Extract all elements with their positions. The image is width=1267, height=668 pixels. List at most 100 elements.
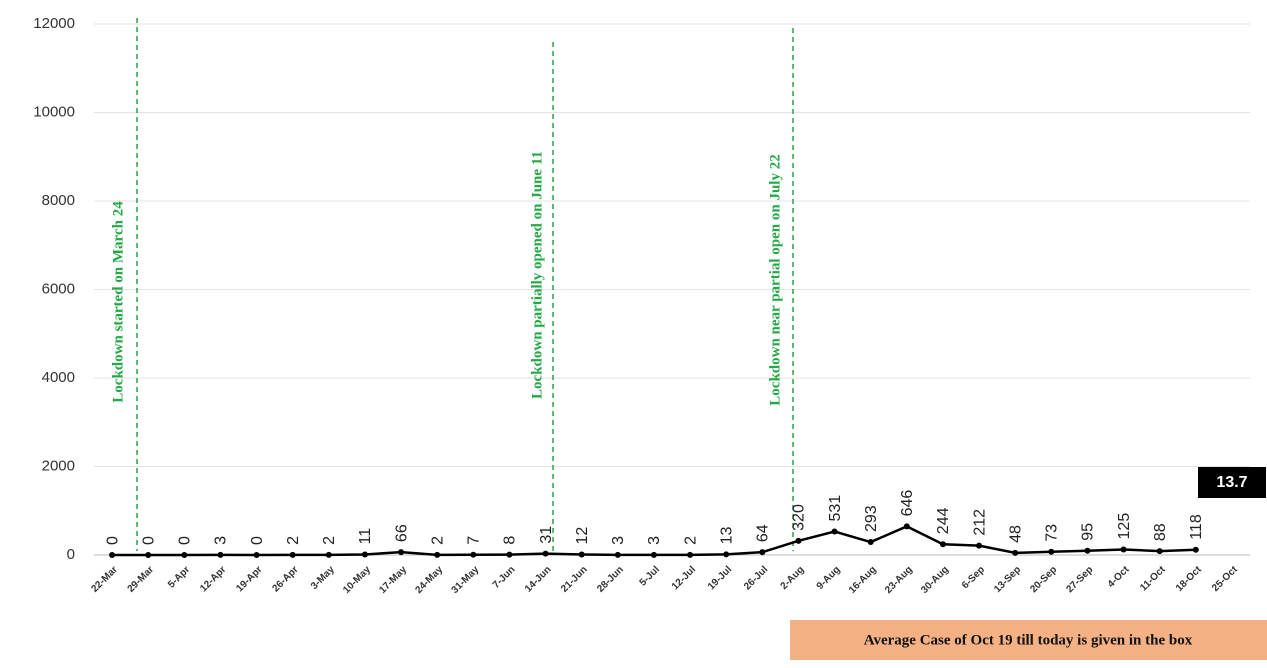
point [289, 551, 296, 558]
data-label: 0 [140, 536, 157, 545]
point [542, 550, 549, 557]
x-tick-label: 13-Sep [992, 564, 1023, 595]
x-tick-label: 7-Jun [491, 564, 518, 591]
point [650, 551, 657, 558]
data-label: 48 [1007, 525, 1024, 543]
average-value: 13.7 [1216, 474, 1247, 491]
data-label: 0 [177, 536, 194, 545]
x-tick-label: 19-Jul [706, 564, 734, 592]
data-label: 2 [321, 536, 338, 545]
annotation-text: Lockdown started on March 24 [110, 201, 126, 403]
point [687, 551, 694, 558]
x-tick-label: 2-Aug [779, 564, 807, 592]
x-tick-label: 22-Mar [89, 564, 120, 595]
data-label: 31 [538, 526, 555, 544]
point [398, 549, 405, 556]
data-label: 2 [682, 536, 699, 545]
point [253, 552, 260, 558]
data-label: 73 [1044, 524, 1061, 542]
x-tick-label: 5-Jul [638, 564, 662, 588]
x-tick-label: 26-Apr [270, 564, 300, 594]
average-box [1198, 467, 1266, 498]
y-tick-label: 8000 [42, 192, 75, 209]
x-tick-label: 21-Jun [559, 564, 590, 595]
y-tick-label: 0 [67, 546, 75, 563]
point [867, 539, 874, 546]
annotation-text: Lockdown partially opened on June 11 [529, 151, 545, 399]
y-tick-label: 4000 [42, 369, 75, 386]
x-tick-label: 31-May [450, 564, 482, 596]
x-tick-label: 26-Jul [742, 564, 770, 592]
point [759, 549, 766, 556]
data-label: 12 [574, 527, 591, 545]
x-tick-label: 18-Oct [1174, 564, 1204, 594]
x-tick-label: 28-Jun [595, 564, 626, 595]
data-label: 2 [285, 536, 302, 545]
data-label: 13 [718, 527, 735, 545]
x-tick-label: 24-May [413, 564, 445, 596]
y-tick-label: 2000 [42, 457, 75, 474]
data-label: 293 [863, 505, 880, 532]
x-tick-label: 19-Apr [234, 564, 264, 594]
x-tick-label: 4-Oct [1106, 564, 1132, 590]
data-label: 125 [1116, 513, 1133, 540]
x-tick-label: 3-May [309, 564, 337, 592]
data-label: 66 [393, 524, 410, 542]
data-label: 7 [466, 536, 483, 545]
point [434, 551, 441, 558]
x-tick-label: 9-Aug [815, 564, 843, 592]
point [217, 551, 224, 558]
x-tick-label: 30-Aug [919, 564, 951, 596]
data-label: 88 [1152, 523, 1169, 541]
y-tick-label: 12000 [33, 15, 75, 32]
data-label: 320 [791, 504, 808, 531]
data-label: 244 [935, 507, 952, 534]
x-tick-label: 12-Jul [670, 564, 698, 592]
point [723, 551, 730, 558]
point [145, 552, 152, 558]
x-tick-label: 12-Apr [198, 564, 228, 594]
point [361, 551, 368, 558]
data-label: 0 [104, 536, 121, 545]
data-label: 3 [213, 536, 230, 545]
point [903, 523, 910, 530]
x-tick-label: 6-Sep [960, 564, 987, 591]
point [470, 551, 477, 558]
data-label: 118 [1188, 514, 1205, 540]
x-tick-label: 25-Oct [1210, 564, 1240, 594]
x-tick-label: 5-Apr [166, 564, 192, 590]
point [325, 551, 332, 558]
x-tick-label: 11-Oct [1138, 564, 1168, 594]
x-tick-label: 16-Aug [847, 564, 879, 596]
point [1192, 546, 1199, 553]
data-label: 64 [755, 524, 772, 542]
point [939, 541, 946, 548]
data-label: 531 [827, 495, 844, 522]
data-label: 3 [646, 536, 663, 545]
data-label: 0 [249, 536, 266, 545]
x-tick-label: 14-Jun [523, 564, 554, 595]
y-tick-label: 10000 [33, 103, 75, 120]
x-tick-label: 23-Aug [883, 564, 915, 596]
data-label: 8 [502, 536, 519, 545]
annotation-text: Lockdown near partial open on July 22 [767, 154, 783, 405]
point [578, 551, 585, 558]
point [1156, 548, 1163, 555]
point [1048, 548, 1055, 555]
data-label: 3 [610, 536, 627, 545]
data-label: 212 [971, 509, 988, 536]
point [181, 552, 188, 558]
x-tick-label: 27-Sep [1064, 564, 1095, 595]
point [1084, 547, 1091, 554]
x-tick-label: 29-Mar [126, 564, 157, 595]
x-tick-label: 20-Sep [1028, 564, 1059, 595]
x-tick-label: 17-May [377, 564, 409, 596]
data-label: 95 [1080, 523, 1097, 541]
point [795, 537, 802, 544]
x-tick-label: 10-May [341, 564, 373, 596]
point [109, 552, 116, 558]
note-text: Average Case of Oct 19 till today is giv… [864, 632, 1193, 648]
data-label: 2 [429, 536, 446, 545]
point [1120, 546, 1127, 553]
